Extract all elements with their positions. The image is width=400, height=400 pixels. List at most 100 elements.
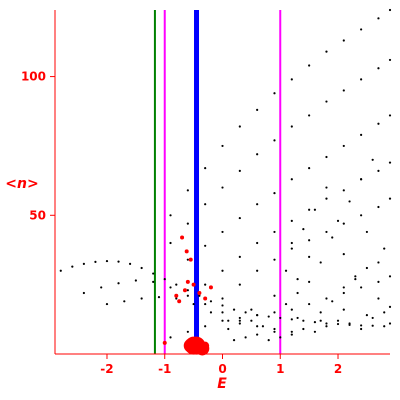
scatter-point [331, 300, 334, 303]
series-4-point [204, 203, 207, 206]
series-1-point [152, 280, 155, 283]
scatter-point [296, 277, 299, 281]
series-5-point [204, 244, 207, 247]
scatter-point [342, 286, 345, 289]
series-8-point [273, 311, 276, 314]
series-4-point [221, 186, 224, 189]
scatter-point [308, 255, 311, 259]
scatter-point [244, 336, 247, 339]
series-6-point [308, 208, 311, 211]
red-point [196, 339, 203, 346]
series-7-point [388, 197, 392, 200]
series-0-point [371, 324, 374, 327]
series-4-point [388, 58, 392, 62]
series-0-point [302, 319, 305, 322]
series-2-point [105, 302, 109, 306]
scatter-point [342, 253, 345, 256]
scatter-point [388, 322, 392, 325]
series-1-point [82, 291, 85, 295]
scatter-point [388, 305, 392, 308]
series-3-point [325, 50, 328, 53]
scatter-point [296, 316, 299, 320]
scatter-point [377, 261, 380, 264]
series-8-point [204, 325, 207, 328]
series-6-point [388, 161, 392, 164]
series-4-point [290, 125, 293, 128]
series-1-point [204, 302, 207, 306]
series-0-point [221, 304, 224, 307]
series-4-point [238, 169, 241, 173]
x-tick-label: -1 [158, 362, 171, 376]
series-0-point [383, 325, 386, 328]
scatter-point [325, 186, 328, 189]
series-7-point [308, 239, 311, 242]
series-7-point [377, 205, 380, 209]
series-6-point [377, 169, 380, 173]
scatter-point [371, 316, 374, 320]
series-7-point [256, 269, 259, 272]
series-5-point [186, 258, 189, 261]
scatter-point [348, 322, 351, 325]
series-4-point [308, 114, 311, 117]
scatter-point [360, 327, 363, 331]
scatter-point [232, 339, 236, 342]
scatter-point [383, 247, 386, 250]
scatter-point [284, 302, 288, 306]
vertical-lines [153, 10, 282, 354]
x-axis-label: E [217, 376, 227, 392]
y-tick-label: 100 [21, 70, 46, 84]
series-2-point [175, 297, 178, 300]
scatter-point [256, 333, 259, 336]
red-point [182, 288, 187, 293]
series-8-point [221, 319, 224, 322]
scatter-point [313, 208, 317, 211]
red-point [208, 285, 213, 290]
scatter-point [365, 230, 368, 234]
series-5-point [273, 191, 276, 195]
y-tick-label: 50 [29, 208, 46, 222]
series-7-point [342, 222, 345, 225]
series-2-point [140, 297, 143, 300]
series-8-point [169, 336, 172, 339]
series-0-point [209, 300, 213, 303]
series-0-point [140, 266, 143, 270]
series-7-point [290, 247, 293, 250]
red-point [203, 296, 208, 301]
series-0-point [59, 269, 62, 272]
series-1-point [100, 286, 103, 289]
series-4-point [325, 100, 328, 103]
series-8-point [238, 316, 241, 320]
series-0-point [360, 324, 363, 327]
series-1-point [134, 279, 137, 282]
red-points [162, 235, 213, 356]
series-0-point [82, 262, 85, 265]
scatter-point [354, 275, 357, 278]
scatter-point [365, 266, 368, 270]
series-2-point [209, 311, 213, 314]
red-point [201, 341, 210, 350]
series-0-point [94, 260, 97, 263]
series-0-point [175, 283, 178, 286]
series-7-point [221, 297, 224, 300]
scatter-point [365, 314, 368, 317]
x-tick-label: -2 [100, 362, 113, 376]
series-1-point [221, 311, 224, 314]
series-6-point [221, 269, 224, 272]
series-3-point [238, 125, 241, 128]
series-0-point [117, 260, 120, 263]
series-6-point [273, 230, 276, 234]
series-4-point [186, 222, 189, 225]
series-0-point [325, 322, 328, 325]
series-0-point [163, 277, 166, 281]
red-point [197, 290, 202, 295]
scatter-point [313, 330, 317, 333]
series-8-point [308, 302, 311, 306]
series-2-point [157, 296, 161, 299]
scatter-point [238, 322, 241, 325]
red-point [180, 235, 185, 240]
red-point [183, 338, 198, 353]
scatter-point [273, 330, 276, 333]
series-5-point [360, 133, 363, 136]
series-3-point [342, 39, 345, 42]
series-8-point [186, 330, 189, 333]
